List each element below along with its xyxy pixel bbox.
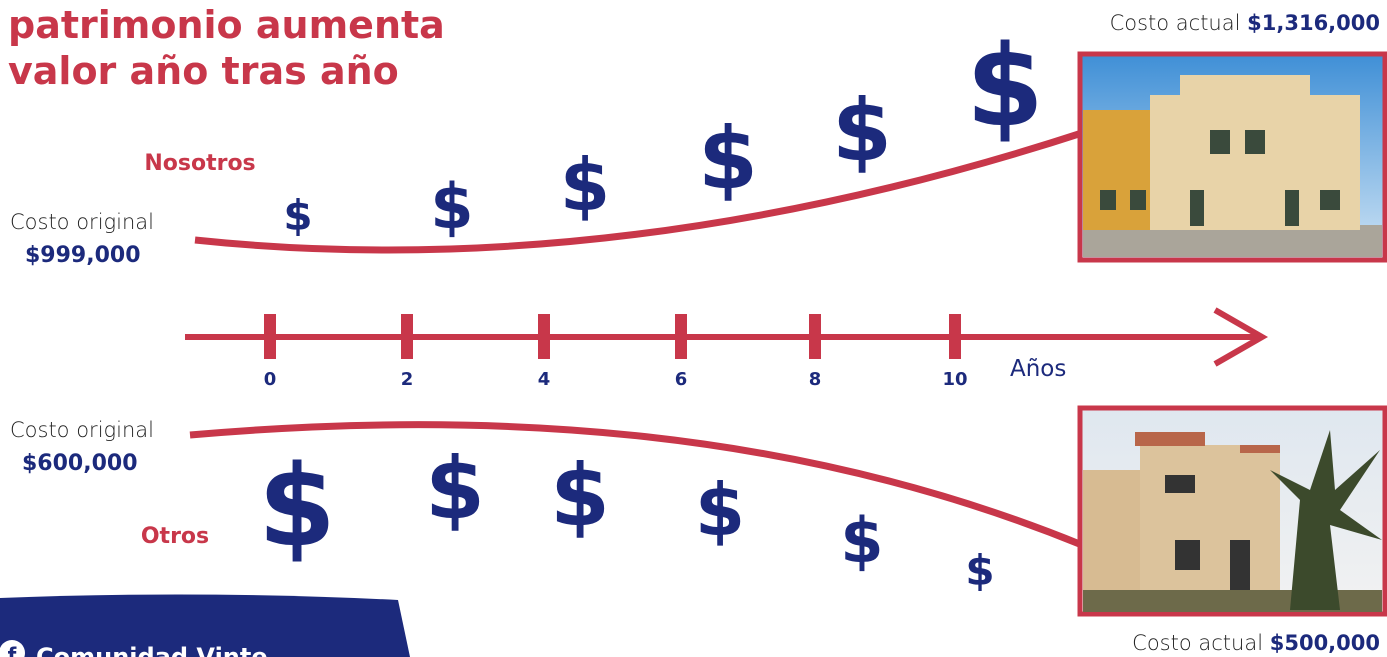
dollar-group: $ $ $ $ $ $ $ $ $ $ $ $ <box>258 22 1044 595</box>
price-label: Costo actual <box>1110 11 1241 35</box>
dollar: $ <box>550 446 610 546</box>
current-price: Costo actual $1,316,000 <box>1110 11 1380 35</box>
group-label: Nosotros <box>144 151 255 176</box>
price-label: Costo actual <box>1132 631 1263 655</box>
dollar: $ <box>283 191 312 240</box>
price: $600,000 <box>22 451 138 476</box>
dollar: $ <box>258 442 336 572</box>
dollar: $ <box>698 109 758 209</box>
price-label: Costo original <box>10 210 154 234</box>
tick-label: 2 <box>401 369 414 390</box>
title-line: patrimonio aumenta <box>8 3 445 47</box>
current-price: Costo actual $500,000 <box>1132 631 1380 655</box>
group-label: Otros <box>141 524 209 549</box>
axis-label: Años <box>1010 356 1066 382</box>
house-photo <box>1080 408 1385 614</box>
facebook-icon-letter: f <box>8 643 17 657</box>
price: $999,000 <box>25 243 141 268</box>
dollar: $ <box>695 468 745 552</box>
dollar: $ <box>430 170 473 243</box>
title-line: valor año tras año <box>8 49 399 93</box>
dollar: $ <box>965 546 994 595</box>
tick-label: 4 <box>538 369 551 390</box>
dollar: $ <box>832 81 892 181</box>
dollar: $ <box>560 143 610 227</box>
dollar: $ <box>840 504 883 577</box>
price: $1,316,000 <box>1247 11 1380 35</box>
price: $500,000 <box>1270 631 1380 655</box>
trend-curve <box>195 132 1085 250</box>
footer-text: Comunidad Vinte <box>36 643 268 657</box>
tick-label: 0 <box>264 369 277 390</box>
infographic: patrimonio aumenta valor año tras año No… <box>0 0 1387 657</box>
dollar: $ <box>966 22 1044 152</box>
dollar: $ <box>425 439 485 539</box>
tick-label: 8 <box>809 369 822 390</box>
tick-label: 10 <box>942 369 967 390</box>
tick-label: 6 <box>675 369 688 390</box>
price-label: Costo original <box>10 418 154 442</box>
house-photo <box>1080 54 1385 260</box>
